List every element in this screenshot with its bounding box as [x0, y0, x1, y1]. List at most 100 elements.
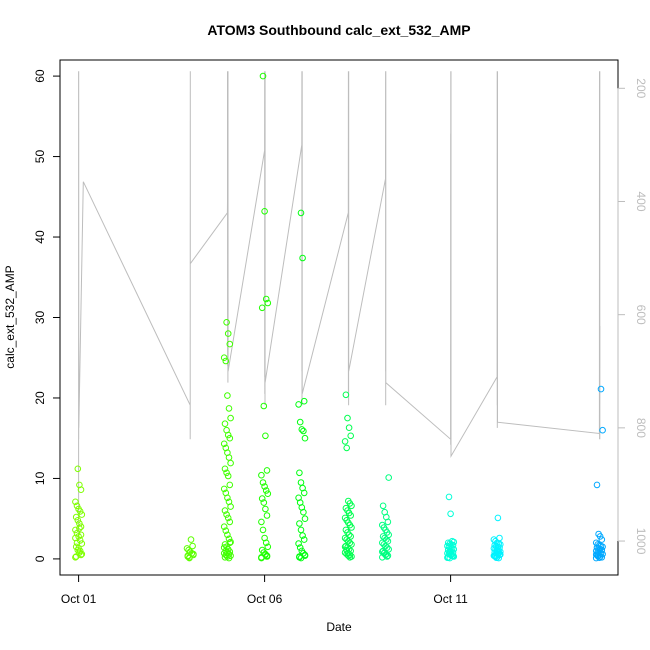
data-point — [258, 495, 266, 502]
data-point — [297, 526, 305, 534]
data-point — [261, 483, 268, 490]
data-point — [263, 552, 271, 560]
data-point — [298, 547, 306, 555]
data-point — [76, 481, 83, 489]
chart-title: ATOM3 Southbound calc_ext_532_AMP — [207, 22, 470, 38]
data-point — [495, 549, 503, 557]
data-point — [593, 481, 601, 489]
data-point — [258, 304, 266, 312]
data-point — [77, 523, 85, 531]
data-point — [296, 520, 303, 527]
data-point — [347, 432, 355, 440]
right-tick-label: 600 — [634, 305, 648, 325]
data-point — [342, 391, 350, 399]
data-point — [220, 485, 228, 493]
data-point — [594, 541, 602, 548]
data-point — [74, 517, 82, 524]
data-point — [225, 535, 233, 543]
data-point — [592, 539, 600, 547]
data-point — [189, 542, 196, 550]
data-point — [348, 541, 355, 548]
data-point — [223, 511, 230, 518]
data-point — [222, 527, 230, 535]
data-point — [224, 514, 232, 522]
data-point — [381, 534, 389, 542]
data-point — [490, 536, 498, 543]
data-point — [76, 525, 83, 532]
data-point — [77, 531, 85, 539]
data-point — [261, 534, 268, 542]
data-point — [258, 546, 266, 554]
y-tick-label: 0 — [33, 555, 47, 562]
data-point — [225, 405, 233, 412]
y-tick-label: 20 — [33, 391, 47, 405]
data-point — [598, 536, 606, 543]
data-point — [220, 354, 228, 362]
x-tick-label: Oct 01 — [61, 592, 97, 606]
data-point — [224, 531, 231, 539]
data-point — [72, 554, 79, 561]
data-point — [222, 444, 230, 452]
y-axis: 0 10 20 30 40 50 60 — [33, 69, 61, 562]
plot-frame — [59, 59, 619, 576]
data-point — [74, 465, 82, 473]
data-point — [299, 532, 306, 539]
data-point — [78, 511, 86, 518]
data-point — [445, 493, 453, 501]
data-point — [296, 418, 304, 426]
data-point — [186, 554, 193, 561]
data-point — [259, 72, 267, 80]
y-tick-label: 50 — [33, 150, 47, 164]
data-point — [345, 424, 353, 432]
data-point — [592, 551, 600, 558]
data-point — [295, 540, 302, 547]
data-point — [183, 545, 191, 552]
data-point — [78, 540, 86, 547]
data-point — [301, 552, 309, 560]
data-point — [72, 526, 79, 534]
data-point — [76, 520, 83, 527]
y-tick-label: 40 — [33, 230, 47, 244]
data-point — [345, 550, 352, 557]
data-point — [494, 514, 502, 522]
data-point — [597, 385, 605, 393]
data-point — [341, 438, 349, 445]
data-point — [301, 434, 309, 442]
x-tick-label: Oct 06 — [247, 592, 283, 606]
data-point — [261, 208, 268, 215]
data-point — [298, 426, 306, 433]
data-point — [341, 514, 349, 522]
data-point — [379, 521, 386, 529]
data-point — [343, 444, 351, 452]
data-point — [78, 550, 86, 558]
data-point — [346, 539, 354, 547]
data-point — [224, 549, 231, 556]
right-tick-label: 400 — [634, 191, 648, 211]
data-point — [75, 505, 82, 513]
data-point — [222, 489, 230, 497]
y-axis-label: calc_ext_532_AMP — [3, 265, 17, 368]
data-point — [220, 440, 228, 448]
right-tick-label: 200 — [634, 78, 648, 98]
data-point — [227, 459, 234, 467]
data-point — [187, 536, 195, 543]
data-point — [496, 534, 503, 542]
data-point — [342, 526, 350, 534]
data-point — [262, 550, 269, 558]
data-point — [72, 513, 80, 521]
data-point — [224, 330, 232, 337]
data-point — [297, 209, 305, 217]
data-point — [296, 544, 304, 551]
data-point — [345, 497, 352, 505]
pressure-trace-layer — [78, 71, 601, 541]
y-tick-label: 30 — [33, 311, 47, 325]
data-point — [220, 544, 228, 551]
data-point — [448, 551, 455, 558]
data-point — [262, 432, 269, 440]
data-point — [259, 479, 267, 486]
y-tick-label: 60 — [33, 69, 47, 83]
x-axis-label: Date — [326, 620, 352, 634]
data-point — [448, 537, 456, 545]
data-point — [259, 526, 267, 534]
data-point — [223, 469, 230, 477]
